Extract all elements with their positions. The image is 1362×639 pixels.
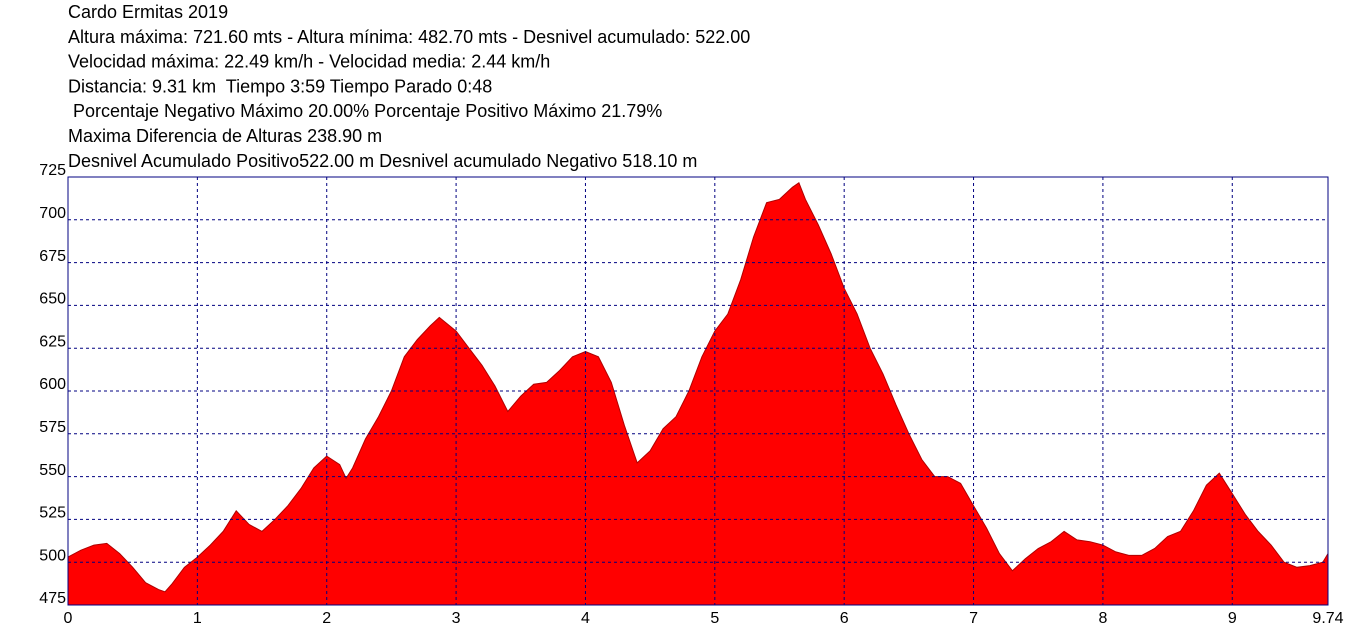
info-line: Velocidad máxima: 22.49 km/h - Velocidad… [68, 52, 550, 72]
info-line: Distancia: 9.31 km Tiempo 3:59 Tiempo Pa… [68, 76, 492, 96]
y-tick-label: 600 [39, 376, 66, 393]
info-line: Porcentaje Negativo Máximo 20.00% Porcen… [68, 101, 662, 121]
plot-border [67, 176, 1329, 606]
y-tick-label: 550 [39, 462, 66, 479]
y-tick-label: 725 [39, 162, 66, 179]
y-tick-label: 625 [39, 333, 66, 350]
info-line: Maxima Diferencia de Alturas 238.90 m [68, 126, 382, 146]
elevation-area [67, 182, 1329, 606]
y-tick-label: 525 [39, 505, 66, 522]
x-tick-label: 0 [64, 610, 73, 627]
y-tick-label: 500 [39, 547, 66, 564]
x-tick-label: 5 [710, 610, 719, 627]
x-tick-label: 2 [322, 610, 331, 627]
x-tick-label: 8 [1098, 610, 1107, 627]
x-tick-label: 1 [193, 610, 202, 627]
y-tick-label: 700 [39, 205, 66, 222]
x-tick-label: 6 [840, 610, 849, 627]
x-tick-label: 9.74 [1312, 610, 1343, 627]
y-tick-label: 575 [39, 419, 66, 436]
info-line: Desnivel Acumulado Positivo522.00 m Desn… [68, 151, 697, 171]
x-tick-label: 9 [1228, 610, 1237, 627]
x-tick-label: 4 [581, 610, 590, 627]
y-tick-label: 475 [39, 590, 66, 607]
chart-title: Cardo Ermitas 2019 [68, 2, 228, 22]
x-tick-label: 7 [969, 610, 978, 627]
x-tick-label: 3 [452, 610, 461, 627]
y-tick-label: 650 [39, 291, 66, 308]
y-tick-label: 675 [39, 248, 66, 265]
info-line: Altura máxima: 721.60 mts - Altura mínim… [68, 27, 750, 47]
